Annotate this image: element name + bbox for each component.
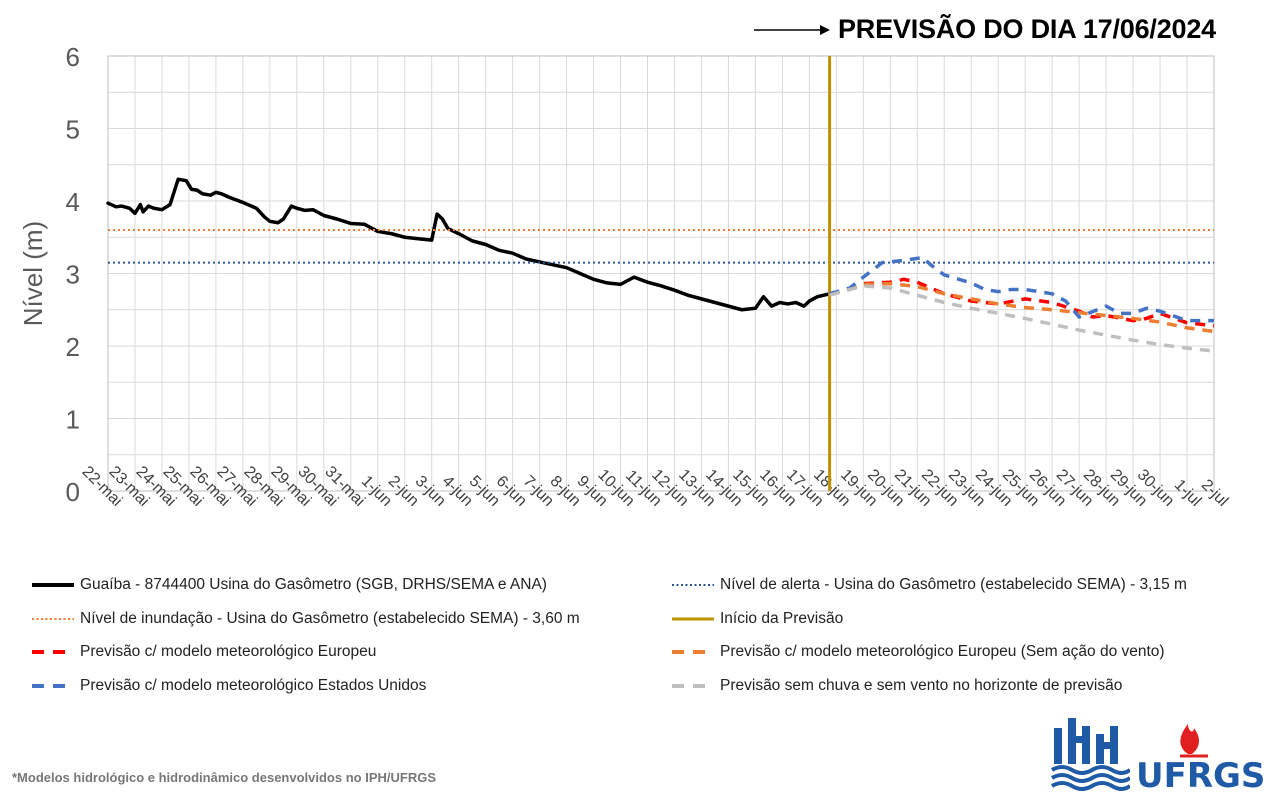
legend-label: Previsão sem chuva e sem vento no horizo…: [720, 676, 1123, 694]
ufrgs-flame-icon: [1180, 724, 1208, 758]
y-axis-label: Nível (m): [18, 221, 48, 326]
x-tick-label: 2-jul: [1198, 476, 1231, 509]
legend-item: Previsão c/ modelo meteorológico Europeu…: [670, 643, 1165, 661]
legend-swatch: [32, 683, 74, 688]
ufrgs-logo-text: UFRGS: [1136, 756, 1266, 796]
legend-item: Início da Previsão: [670, 610, 843, 628]
legend-label: Início da Previsão: [720, 609, 844, 627]
y-tick-label: 4: [66, 187, 80, 217]
forecast-line: [829, 284, 1215, 353]
footnote: *Modelos hidrológico e hidrodinâmico des…: [12, 770, 436, 785]
legend-swatch: [32, 617, 74, 620]
legend-label: Nível de alerta - Usina do Gasômetro (es…: [720, 576, 1187, 593]
observed-level-line: [106, 177, 832, 312]
y-tick-label: 2: [66, 332, 80, 362]
arrow-icon: [754, 24, 830, 35]
iph-logo: [1050, 718, 1130, 791]
legend-swatch: [672, 584, 714, 586]
y-tick-label: 1: [66, 405, 80, 435]
forecast-line: [829, 281, 1215, 334]
legend-item: Nível de inundação - Usina do Gasômetro …: [30, 610, 580, 628]
y-tick-label: 5: [66, 115, 80, 145]
legend-swatch: [32, 583, 74, 587]
legend-item: Nível de alerta - Usina do Gasômetro (es…: [670, 576, 1187, 594]
chart-title-block: PREVISÃO DO DIA 17/06/2024: [754, 14, 1216, 45]
legend-item: Previsão c/ modelo meteorológico Europeu: [30, 643, 376, 661]
legend-item: Guaíba - 8744400 Usina do Gasômetro (SGB…: [30, 576, 547, 594]
legend-label: Guaíba - 8744400 Usina do Gasômetro (SGB…: [80, 576, 547, 593]
chart-title: PREVISÃO DO DIA 17/06/2024: [838, 14, 1216, 44]
y-tick-label: 3: [66, 260, 80, 290]
forecast-line: [829, 255, 1214, 323]
legend-label: Previsão c/ modelo meteorológico Europeu…: [720, 643, 1165, 660]
legend-swatch: [672, 617, 714, 620]
legend-label: Previsão c/ modelo meteorológico Estados…: [80, 676, 427, 694]
legend-label: Nível de inundação - Usina do Gasômetro …: [80, 609, 580, 627]
legend-label: Previsão c/ modelo meteorológico Europeu: [80, 643, 377, 660]
legend-swatch: [32, 650, 74, 654]
legend-swatch: [672, 683, 714, 688]
legend-swatch: [672, 650, 714, 654]
y-tick-label: 6: [66, 42, 80, 72]
plot-border: [107, 55, 1215, 492]
legend-item: Previsão sem chuva e sem vento no horizo…: [670, 677, 1122, 695]
y-tick-label: 0: [66, 477, 80, 507]
legend-item: Previsão c/ modelo meteorológico Estados…: [30, 677, 426, 695]
x-tick-label: 1-jul: [1171, 476, 1204, 509]
